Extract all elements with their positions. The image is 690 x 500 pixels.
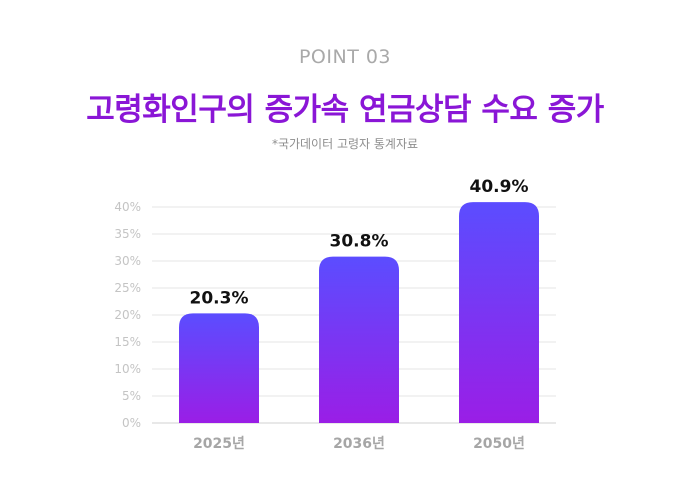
category-label: 2036년 <box>333 436 385 452</box>
bar-2050년 <box>459 202 539 423</box>
category-label: 2050년 <box>473 436 525 452</box>
y-axis-ticks: 0% 5% 10% 15% 20% 25% 30% 35% 40% <box>114 200 141 430</box>
y-tick-label: 40% <box>114 200 141 214</box>
eyebrow-label: POINT 03 <box>298 46 392 68</box>
value-label: 30.8% <box>330 232 389 252</box>
page-title: 고령화인구의 증가속 연금상담 수요 증가 <box>86 92 604 128</box>
y-tick-label: 15% <box>114 335 141 349</box>
y-tick-label: 30% <box>114 254 141 268</box>
y-tick-label: 0% <box>122 416 141 430</box>
bars <box>179 202 539 423</box>
bar-labels: 20.3% 2025년 30.8% 2036년 40.9% 2050년 <box>190 177 529 452</box>
y-tick-label: 5% <box>122 389 141 403</box>
y-tick-label: 20% <box>114 308 141 322</box>
y-tick-label: 35% <box>114 227 141 241</box>
value-label: 20.3% <box>190 288 249 308</box>
y-tick-label: 10% <box>114 362 141 376</box>
bar-2036년 <box>319 256 399 423</box>
y-tick-label: 25% <box>114 281 141 295</box>
bar-2025년 <box>179 313 259 423</box>
source-note: *국가데이터 고령자 통계자료 <box>271 137 419 151</box>
category-label: 2025년 <box>193 436 245 452</box>
value-label: 40.9% <box>470 177 529 197</box>
